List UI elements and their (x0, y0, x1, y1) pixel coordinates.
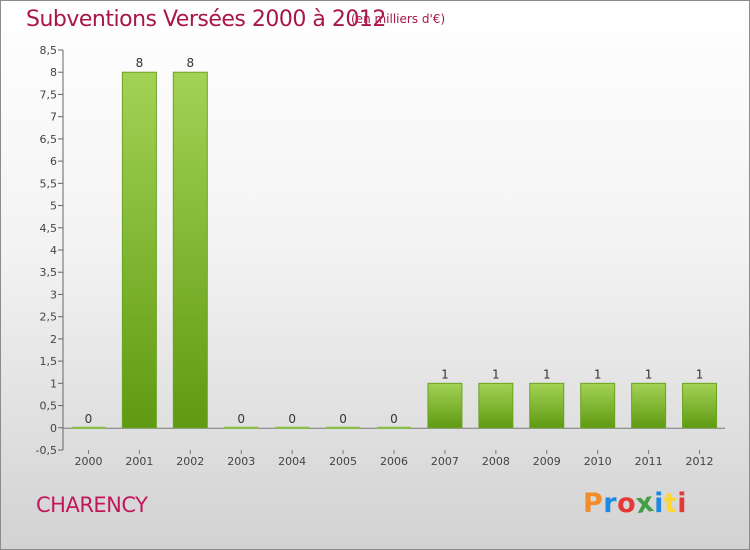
logo-letter: t (663, 488, 678, 519)
y-tick-label: 8,5 (40, 44, 58, 57)
data-label: 8 (186, 56, 194, 70)
bar-2011 (631, 382, 667, 429)
y-tick-label: 8 (50, 66, 57, 79)
y-tick-label: 7 (50, 111, 57, 124)
bar-2008 (478, 382, 514, 429)
logo-letter: o (617, 488, 637, 519)
y-tick-label: 6,5 (40, 133, 58, 146)
bar-2001 (121, 71, 157, 429)
data-labels: 0 8 8 0 0 0 0 1 1 1 1 1 1 (85, 56, 704, 426)
y-tick-label: 2 (50, 333, 57, 346)
x-tick-label: 2008 (482, 455, 510, 468)
bar-2002 (172, 71, 208, 429)
x-tick-labels: 2000 2001 2002 2003 2004 2005 2006 2007 2008 2009… (74, 450, 714, 468)
y-tick-label: 5,5 (40, 177, 58, 190)
y-tick-label: 5 (50, 200, 57, 213)
x-tick-label: 2011 (635, 455, 663, 468)
bar-2007 (427, 382, 463, 429)
x-tick-label: 2000 (74, 455, 102, 468)
y-tick-label: 6 (50, 155, 57, 168)
chart-bars (71, 71, 718, 429)
bar-2005 (326, 426, 361, 429)
y-tick-label: 1 (50, 377, 57, 390)
bar-2009 (529, 382, 565, 429)
bar-2006 (377, 426, 411, 429)
x-tick-label: 2009 (533, 455, 561, 468)
bar-2003 (224, 426, 259, 429)
chart-subtitle: (en milliers d'€) (351, 12, 446, 26)
y-tick-label: 1,5 (40, 355, 58, 368)
y-tick-label: -0,5 (36, 444, 57, 457)
data-label: 0 (237, 412, 245, 426)
data-label: 1 (441, 367, 449, 381)
logo-letter: r (603, 488, 618, 519)
x-tick-label: 2005 (329, 455, 357, 468)
y-tick-label: 0,5 (40, 400, 58, 413)
x-tick-label: 2003 (227, 455, 255, 468)
x-tick-label: 2004 (278, 455, 306, 468)
y-tick-label: 7,5 (40, 88, 58, 101)
y-tick-label: 3 (50, 288, 57, 301)
logo-letter: i (677, 488, 688, 519)
proxiti-logo: Proxiti (583, 486, 688, 521)
data-label: 1 (492, 367, 500, 381)
y-tick-label: 0 (50, 422, 57, 435)
commune-name: CHARENCY (36, 493, 148, 517)
x-tick-label: 2002 (176, 455, 204, 468)
data-label: 0 (288, 412, 296, 426)
x-tick-label: 2001 (125, 455, 153, 468)
bar-2012 (682, 382, 718, 429)
bar-2004 (275, 426, 310, 429)
data-label: 0 (85, 412, 93, 426)
x-tick-label: 2012 (686, 455, 714, 468)
data-label: 1 (696, 367, 704, 381)
logo-letter: x (634, 486, 657, 521)
data-label: 0 (390, 412, 398, 426)
y-tick-label: 4,5 (40, 222, 58, 235)
logo-letter: i (654, 488, 664, 519)
x-tick-label: 2007 (431, 455, 459, 468)
bar-2000 (71, 426, 106, 429)
logo-letter: P (583, 488, 604, 519)
x-tick-label: 2010 (584, 455, 612, 468)
y-tick-label: 3,5 (40, 266, 58, 279)
bar-2010 (580, 382, 616, 429)
data-label: 1 (594, 367, 602, 381)
y-tick-label: 4 (50, 244, 57, 257)
data-label: 1 (645, 367, 653, 381)
y-tick-label: 2,5 (40, 311, 58, 324)
x-tick-label: 2006 (380, 455, 408, 468)
chart-title: Subventions Versées 2000 à 2012 (26, 7, 386, 32)
data-label: 8 (136, 56, 144, 70)
data-label: 0 (339, 412, 347, 426)
data-label: 1 (543, 367, 551, 381)
